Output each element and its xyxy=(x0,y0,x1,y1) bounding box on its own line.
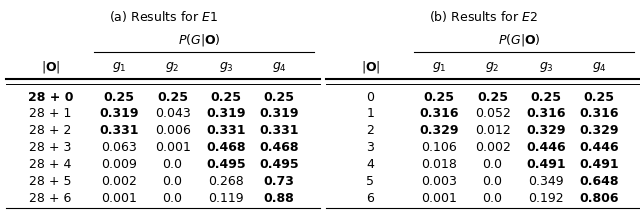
Text: 0: 0 xyxy=(366,91,374,103)
Text: 0.268: 0.268 xyxy=(208,175,244,188)
Text: 0.006: 0.006 xyxy=(155,124,191,137)
Text: 0.468: 0.468 xyxy=(206,141,246,154)
Text: 0.25: 0.25 xyxy=(264,91,295,103)
Text: $P(G|\mathbf{O})$: $P(G|\mathbf{O})$ xyxy=(178,32,221,48)
Text: 0.806: 0.806 xyxy=(579,192,619,205)
Text: 0.331: 0.331 xyxy=(259,124,299,137)
Text: 3: 3 xyxy=(366,141,374,154)
Text: 0.25: 0.25 xyxy=(104,91,135,103)
Text: $g_2$: $g_2$ xyxy=(485,60,500,74)
Text: 0.0: 0.0 xyxy=(483,175,502,188)
Text: 0.043: 0.043 xyxy=(155,107,191,120)
Text: 0.25: 0.25 xyxy=(477,91,508,103)
Text: 0.0: 0.0 xyxy=(483,192,502,205)
Text: 0.002: 0.002 xyxy=(101,175,137,188)
Text: 28 + 5: 28 + 5 xyxy=(29,175,72,188)
Text: 0.491: 0.491 xyxy=(579,158,619,171)
Text: 0.319: 0.319 xyxy=(206,107,246,120)
Text: 6: 6 xyxy=(366,192,374,205)
Text: 28 + 6: 28 + 6 xyxy=(29,192,72,205)
Text: (b) Results for $E2$: (b) Results for $E2$ xyxy=(429,9,538,24)
Text: 0.063: 0.063 xyxy=(101,141,137,154)
Text: 0.192: 0.192 xyxy=(528,192,564,205)
Text: 0.25: 0.25 xyxy=(424,91,455,103)
Text: 0.25: 0.25 xyxy=(584,91,615,103)
Text: 0.88: 0.88 xyxy=(264,192,294,205)
Text: 0.329: 0.329 xyxy=(420,124,459,137)
Text: 28 + 2: 28 + 2 xyxy=(29,124,72,137)
Text: 0.012: 0.012 xyxy=(475,124,511,137)
Text: 0.0: 0.0 xyxy=(163,192,182,205)
Text: 0.468: 0.468 xyxy=(259,141,299,154)
Text: $|\mathbf{O}|$: $|\mathbf{O}|$ xyxy=(360,59,380,75)
Text: 0.052: 0.052 xyxy=(475,107,511,120)
Text: $|\mathbf{O}|$: $|\mathbf{O}|$ xyxy=(40,59,60,75)
Text: 0.119: 0.119 xyxy=(208,192,244,205)
Text: 0.0: 0.0 xyxy=(163,158,182,171)
Text: $P(G|\mathbf{O})$: $P(G|\mathbf{O})$ xyxy=(498,32,541,48)
Text: $g_3$: $g_3$ xyxy=(538,60,554,74)
Text: 0.25: 0.25 xyxy=(157,91,188,103)
Text: 4: 4 xyxy=(366,158,374,171)
Text: 0.001: 0.001 xyxy=(101,192,137,205)
Text: $g_4$: $g_4$ xyxy=(592,60,607,74)
Text: $g_1$: $g_1$ xyxy=(432,60,447,74)
Text: 0.003: 0.003 xyxy=(421,175,457,188)
Text: 0.002: 0.002 xyxy=(475,141,511,154)
Text: 28 + 3: 28 + 3 xyxy=(29,141,72,154)
Text: 0.331: 0.331 xyxy=(100,124,139,137)
Text: 28 + 0: 28 + 0 xyxy=(28,91,73,103)
Text: $g_3$: $g_3$ xyxy=(218,60,234,74)
Text: 0.316: 0.316 xyxy=(420,107,459,120)
Text: 0.319: 0.319 xyxy=(100,107,139,120)
Text: 0.009: 0.009 xyxy=(101,158,137,171)
Text: 0.73: 0.73 xyxy=(264,175,294,188)
Text: 0.316: 0.316 xyxy=(579,107,619,120)
Text: 0.495: 0.495 xyxy=(259,158,299,171)
Text: 0.349: 0.349 xyxy=(528,175,564,188)
Text: 0.001: 0.001 xyxy=(421,192,457,205)
Text: 0.446: 0.446 xyxy=(526,141,566,154)
Text: 0.018: 0.018 xyxy=(421,158,457,171)
Text: 0.329: 0.329 xyxy=(579,124,619,137)
Text: 0.0: 0.0 xyxy=(163,175,182,188)
Text: (a) Results for $E1$: (a) Results for $E1$ xyxy=(109,9,218,24)
Text: 0.446: 0.446 xyxy=(579,141,619,154)
Text: 0.495: 0.495 xyxy=(206,158,246,171)
Text: 0.329: 0.329 xyxy=(526,124,566,137)
Text: 2: 2 xyxy=(366,124,374,137)
Text: 1: 1 xyxy=(366,107,374,120)
Text: $g_2$: $g_2$ xyxy=(165,60,180,74)
Text: 0.001: 0.001 xyxy=(155,141,191,154)
Text: 0.316: 0.316 xyxy=(526,107,566,120)
Text: 0.25: 0.25 xyxy=(211,91,241,103)
Text: 5: 5 xyxy=(366,175,374,188)
Text: 0.319: 0.319 xyxy=(259,107,299,120)
Text: 0.648: 0.648 xyxy=(579,175,619,188)
Text: 28 + 4: 28 + 4 xyxy=(29,158,72,171)
Text: 0.491: 0.491 xyxy=(526,158,566,171)
Text: 28 + 1: 28 + 1 xyxy=(29,107,72,120)
Text: $g_4$: $g_4$ xyxy=(272,60,287,74)
Text: 0.0: 0.0 xyxy=(483,158,502,171)
Text: 0.25: 0.25 xyxy=(531,91,561,103)
Text: 0.106: 0.106 xyxy=(421,141,457,154)
Text: 0.331: 0.331 xyxy=(206,124,246,137)
Text: $g_1$: $g_1$ xyxy=(112,60,127,74)
